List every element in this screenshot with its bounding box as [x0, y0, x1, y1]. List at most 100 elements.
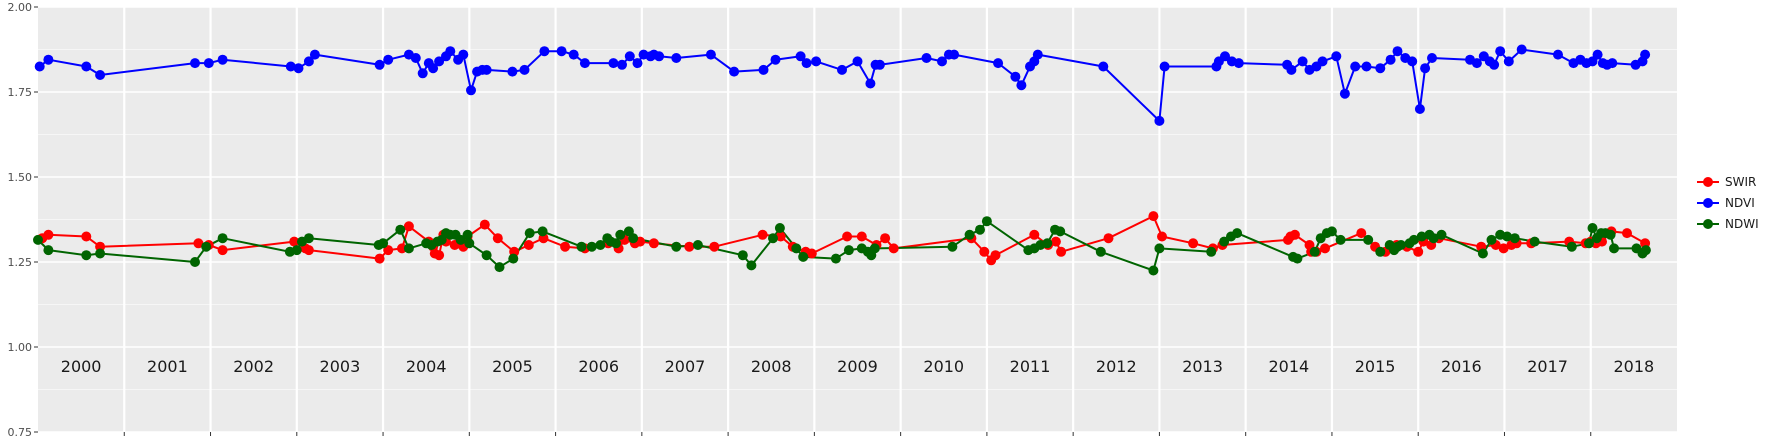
data-point-swir	[1622, 228, 1632, 239]
data-point-ndwi	[1584, 238, 1594, 249]
legend-key-point	[1703, 219, 1713, 229]
data-point-ndvi	[632, 58, 643, 69]
data-point-ndvi	[874, 59, 885, 70]
data-point-ndwi	[1502, 231, 1513, 242]
legend-key-point	[1703, 198, 1713, 208]
data-point-ndwi	[1148, 265, 1159, 276]
data-point-swir	[523, 240, 534, 250]
x-axis	[123, 432, 1592, 436]
year-label: 2003	[320, 357, 361, 376]
data-point-ndwi	[1232, 228, 1243, 239]
data-point-ndvi	[81, 61, 92, 72]
y-tick-label: 1.25	[8, 256, 33, 269]
data-point-ndwi	[576, 241, 587, 252]
data-point-swir	[374, 253, 385, 264]
data-point-ndvi	[43, 54, 54, 65]
data-point-swir	[806, 248, 817, 259]
data-point-ndvi	[519, 64, 530, 75]
data-point-ndwi	[947, 241, 958, 252]
data-point-ndvi	[434, 56, 445, 67]
data-point-ndwi	[190, 257, 200, 267]
data-point-swir	[757, 229, 768, 240]
data-point-ndvi	[1361, 61, 1372, 72]
data-point-ndvi	[95, 70, 106, 80]
year-label: 2001	[147, 357, 188, 376]
data-point-ndvi	[466, 85, 476, 96]
data-point-ndwi	[403, 243, 414, 254]
data-point-ndvi	[568, 49, 579, 60]
data-point-ndvi	[1553, 49, 1563, 60]
data-point-ndvi	[428, 63, 439, 74]
data-point-ndwi	[1396, 240, 1406, 250]
data-point-ndwi	[1375, 246, 1386, 257]
legend-label: NDVI	[1725, 196, 1755, 210]
data-point-ndwi	[303, 233, 314, 244]
data-point-swir	[880, 233, 891, 244]
data-point-swir	[1289, 229, 1300, 240]
data-point-ndvi	[729, 66, 740, 77]
data-point-ndwi	[1408, 234, 1419, 245]
y-tick-label: 0.75	[8, 426, 33, 439]
data-point-ndwi	[217, 233, 228, 244]
data-point-ndvi	[770, 54, 781, 65]
data-point-ndvi	[1407, 56, 1418, 67]
data-point-ndvi	[705, 49, 716, 60]
year-label: 2007	[665, 357, 706, 376]
data-point-swir	[1148, 211, 1159, 222]
data-point-ndwi	[481, 250, 492, 261]
data-point-ndwi	[494, 262, 505, 273]
data-point-ndvi	[374, 59, 385, 70]
data-point-swir	[434, 250, 445, 261]
data-point-ndwi	[869, 243, 880, 254]
data-point-ndwi	[201, 241, 212, 252]
data-point-swir	[1050, 236, 1061, 247]
legend: SWIR NDVI NDWI	[1697, 175, 1759, 231]
data-point-ndwi	[843, 245, 854, 256]
data-point-swir	[709, 241, 720, 252]
data-point-swir	[990, 250, 1001, 261]
year-label: 2008	[751, 357, 792, 376]
data-point-ndwi	[768, 233, 778, 244]
data-point-ndvi	[383, 54, 394, 65]
data-point-swir	[1320, 243, 1330, 254]
data-point-ndvi	[445, 46, 456, 57]
data-point-ndvi	[1220, 51, 1230, 62]
data-point-ndwi	[81, 250, 92, 261]
data-point-ndwi	[671, 241, 682, 252]
data-point-ndwi	[1416, 231, 1427, 242]
year-label: 2014	[1268, 357, 1309, 376]
legend-key-point	[1703, 177, 1713, 187]
data-point-ndvi	[539, 46, 550, 57]
data-point-ndvi	[1032, 49, 1043, 60]
data-point-ndvi	[417, 68, 428, 79]
data-point-ndvi	[293, 63, 304, 74]
data-point-ndvi	[1607, 58, 1618, 69]
data-point-ndvi	[671, 53, 682, 63]
data-point-ndvi	[852, 56, 863, 67]
data-point-ndwi	[595, 240, 606, 250]
data-point-ndwi	[586, 241, 597, 252]
data-point-ndvi	[458, 49, 469, 60]
data-point-ndwi	[537, 226, 548, 237]
data-point-ndvi	[1427, 53, 1437, 63]
data-point-ndvi	[921, 53, 932, 63]
year-label: 2013	[1182, 357, 1223, 376]
data-point-swir	[492, 233, 503, 244]
data-point-swir	[560, 241, 571, 252]
data-point-ndvi	[811, 56, 822, 67]
data-point-swir	[775, 231, 786, 242]
data-point-ndvi	[617, 59, 627, 70]
data-point-ndvi	[410, 53, 421, 63]
data-point-ndwi	[1640, 245, 1651, 256]
data-point-ndvi	[1317, 56, 1328, 67]
year-label: 2006	[578, 357, 619, 376]
y-tick-label: 1.00	[8, 341, 33, 354]
data-point-ndwi	[508, 253, 519, 264]
data-point-swir	[403, 221, 414, 232]
data-point-ndvi	[481, 64, 492, 75]
data-point-ndvi	[1392, 46, 1403, 57]
data-point-ndvi	[34, 61, 45, 72]
data-point-ndvi	[217, 54, 228, 65]
data-point-swir	[842, 231, 853, 242]
